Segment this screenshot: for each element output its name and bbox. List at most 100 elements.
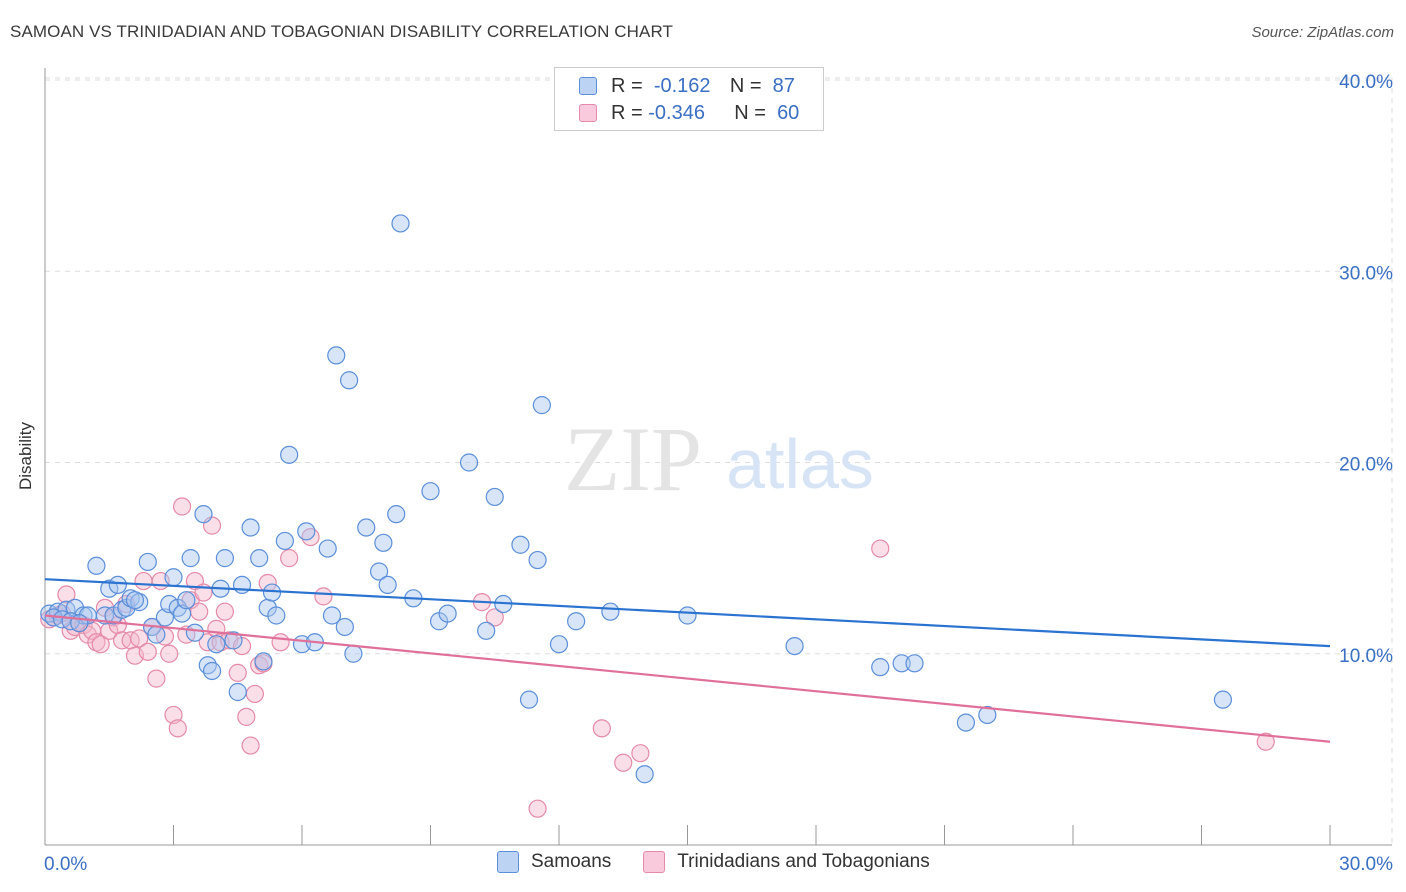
- data-point-samoan: [185, 623, 205, 642]
- legend-row-trinidadians: R = -0.346 N = 60: [579, 101, 799, 125]
- data-point-samoan: [177, 591, 196, 610]
- data-point-samoan: [438, 604, 457, 623]
- watermark-zip: ZIP: [564, 408, 702, 510]
- data-point-samoan: [232, 575, 252, 595]
- series-legend: Samoans Trinidadians and Tobagonians: [497, 851, 962, 873]
- data-point-samoan: [905, 654, 924, 673]
- data-point-samoan: [532, 396, 551, 415]
- data-point-samoan: [224, 631, 243, 650]
- trend-line-samoan: [44, 578, 1331, 648]
- data-point-samoan: [275, 531, 294, 551]
- data-point-trinidadian: [1256, 732, 1275, 751]
- data-point-trinidadian: [215, 602, 234, 621]
- data-point-samoan: [280, 445, 299, 464]
- data-point-samoan: [549, 635, 569, 654]
- data-point-samoan: [327, 346, 346, 365]
- data-point-samoan: [194, 505, 213, 524]
- grid-layer: [45, 77, 1393, 845]
- data-point-trinidadian: [614, 753, 633, 772]
- data-point-trinidadian: [241, 736, 260, 755]
- data-point-samoan: [370, 562, 389, 581]
- data-point-samoan: [297, 522, 316, 541]
- data-point-samoan: [87, 556, 106, 575]
- data-point-samoan: [228, 682, 247, 702]
- data-point-samoan: [340, 371, 359, 390]
- data-point-samoan: [459, 453, 479, 472]
- data-point-samoan: [785, 636, 804, 656]
- data-point-trinidadian: [91, 635, 110, 654]
- n-label: N =: [729, 74, 762, 97]
- data-point-samoan: [262, 583, 282, 602]
- data-point-trinidadian: [528, 799, 547, 818]
- legend-label-samoans: Samoans: [531, 851, 612, 872]
- data-point-trinidadian: [631, 744, 650, 763]
- data-point-samoan: [374, 533, 393, 552]
- data-point-trinidadian: [147, 669, 166, 688]
- legend-label-trinidadians: Trinidadians and Tobagonians: [677, 851, 930, 872]
- r-label: R =: [611, 74, 643, 97]
- data-point-samoan: [207, 635, 226, 654]
- n-value: 87: [772, 74, 795, 97]
- watermark: ZIP atlas: [564, 408, 874, 510]
- data-point-trinidadian: [130, 629, 149, 648]
- data-point-trinidadian: [485, 608, 504, 627]
- data-point-samoan: [635, 765, 654, 784]
- data-point-samoan: [1213, 690, 1233, 709]
- data-point-samoan: [357, 518, 376, 537]
- data-point-trinidadian: [271, 633, 290, 652]
- legend-item-samoans[interactable]: Samoans: [497, 851, 611, 873]
- data-point-samoan: [254, 652, 273, 671]
- chart-title: SAMOAN VS TRINIDADIAN AND TOBAGONIAN DIS…: [10, 22, 674, 41]
- data-point-trinidadian: [160, 644, 179, 663]
- y-tick-label: 40.0%: [1339, 72, 1393, 93]
- trend-line-trinidadian: [44, 614, 1331, 743]
- data-point-samoan: [181, 549, 200, 568]
- data-point-samoan: [172, 604, 192, 623]
- data-point-samoan: [956, 713, 976, 732]
- data-point-samoan: [250, 549, 269, 568]
- data-point-trinidadian: [592, 719, 611, 738]
- data-point-samoan: [155, 608, 175, 627]
- watermark-atlas: atlas: [726, 425, 874, 503]
- data-point-trinidadian: [871, 539, 890, 558]
- data-point-samoan: [322, 606, 342, 625]
- series-samoan-points: [40, 214, 1233, 784]
- data-point-samoan: [421, 482, 440, 501]
- data-point-samoan: [160, 594, 179, 614]
- data-point-samoan: [215, 549, 234, 568]
- data-point-trinidadian: [57, 585, 76, 604]
- legend-item-trinidadians[interactable]: Trinidadians and Tobagonians: [643, 851, 930, 873]
- data-point-samoan: [601, 602, 620, 621]
- data-point-trinidadian: [164, 705, 183, 725]
- trend-lines: [44, 578, 1331, 743]
- x-tick-label: 30.0%: [1339, 854, 1393, 875]
- data-point-samoan: [164, 568, 183, 587]
- x-tick-label: 0.0%: [44, 854, 87, 875]
- r-value: -0.162: [653, 74, 711, 97]
- data-point-samoan: [378, 575, 397, 595]
- data-point-samoan: [978, 705, 997, 725]
- data-point-trinidadian: [280, 549, 299, 568]
- y-tick-label: 30.0%: [1339, 263, 1393, 284]
- data-point-samoan: [567, 612, 586, 631]
- n-label: N =: [734, 101, 766, 124]
- legend-row-samoans: R = -0.162 N = 87: [579, 74, 795, 98]
- data-point-samoan: [511, 535, 530, 554]
- data-point-samoan: [335, 617, 354, 637]
- data-point-trinidadian: [168, 719, 187, 738]
- data-point-samoan: [241, 518, 260, 537]
- tick-labels: 10.0% 20.0% 30.0% 40.0% 0.0% 30.0%: [44, 72, 1393, 875]
- n-value: 60: [777, 101, 800, 124]
- data-point-samoan: [477, 621, 496, 640]
- data-point-samoan: [318, 539, 337, 558]
- data-point-samoan: [391, 214, 410, 233]
- data-point-samoan: [147, 625, 166, 644]
- data-point-trinidadian: [138, 642, 157, 661]
- legend-swatch-blue: [497, 851, 519, 873]
- data-point-samoan: [678, 606, 697, 625]
- data-point-samoan: [138, 552, 157, 572]
- data-point-samoan: [485, 487, 504, 507]
- data-point-samoan: [387, 505, 406, 524]
- data-point-samoan: [871, 658, 890, 677]
